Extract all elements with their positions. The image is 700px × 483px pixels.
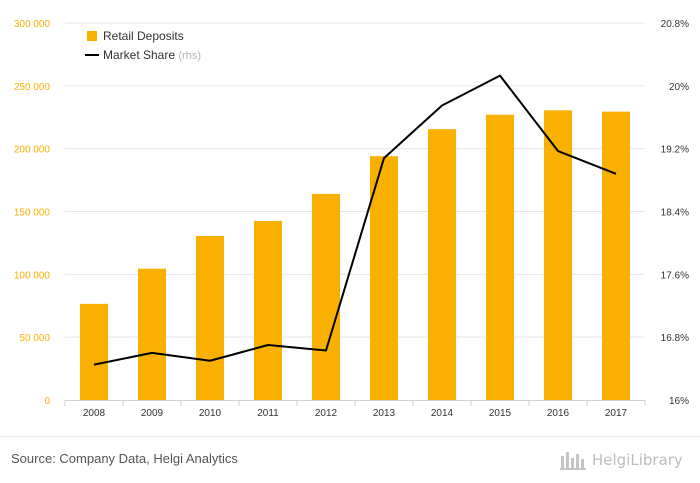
bar xyxy=(312,193,340,400)
legend-rhs-note: (rhs) xyxy=(178,50,201,62)
bar xyxy=(80,303,108,400)
legend: Retail Deposits Market Share (rhs) xyxy=(85,29,201,62)
x-tick-label: 2014 xyxy=(431,408,454,419)
x-tick-label: 2010 xyxy=(199,408,222,419)
y-right-tick-label: 16.8% xyxy=(661,333,689,344)
market-share-line xyxy=(93,74,617,366)
x-tick-label: 2015 xyxy=(489,408,512,419)
x-tick-label: 2009 xyxy=(141,408,164,419)
x-tick-label: 2013 xyxy=(373,408,396,419)
bar xyxy=(428,129,456,400)
legend-label-retail-deposits: Retail Deposits xyxy=(103,29,184,43)
bar xyxy=(486,114,514,400)
bar xyxy=(138,268,166,400)
bar xyxy=(602,111,630,400)
y-left-tick-label: 300 000 xyxy=(14,19,51,30)
y-axis-right: 16% 16.8% 17.6% 18.4% 19.2% 20% 20.8% xyxy=(661,19,689,407)
logo-text: HelgiLibrary xyxy=(592,451,683,469)
bar xyxy=(254,220,282,400)
y-left-tick-label: 100 000 xyxy=(14,270,51,281)
x-axis: 2008 2009 2010 2011 2012 2013 2014 2015 2016 2017 xyxy=(64,400,646,419)
y-left-tick-label: 150 000 xyxy=(14,208,51,219)
y-left-tick-label: 200 000 xyxy=(14,145,51,156)
x-tick-label: 2016 xyxy=(547,408,570,419)
y-left-tick-label: 0 xyxy=(44,396,50,407)
y-left-tick-label: 50 000 xyxy=(19,333,50,344)
x-tick-label: 2008 xyxy=(83,408,106,419)
y-right-tick-label: 17.6% xyxy=(661,270,689,281)
y-right-tick-label: 19.2% xyxy=(661,145,689,156)
x-tick-label: 2012 xyxy=(315,408,338,419)
x-tick-label: 2017 xyxy=(605,408,628,419)
helgi-library-icon xyxy=(560,452,586,470)
bar-series xyxy=(80,110,630,401)
legend-label-market-share: Market Share (rhs) xyxy=(103,48,201,62)
y-right-tick-label: 16% xyxy=(669,396,689,407)
combo-chart: 0 50 000 100 000 150 000 200 000 250 000 300 0… xyxy=(14,19,689,419)
bar xyxy=(196,236,224,400)
y-axis-left: 0 50 000 100 000 150 000 200 000 250 000 300 0… xyxy=(14,19,51,407)
y-right-tick-label: 18.4% xyxy=(661,208,689,219)
footer-divider xyxy=(0,436,700,437)
y-right-tick-label: 20% xyxy=(669,82,689,93)
y-left-tick-label: 250 000 xyxy=(14,82,51,93)
bar xyxy=(370,156,398,400)
y-right-tick-label: 20.8% xyxy=(661,19,689,30)
source-note: Source: Company Data, Helgi Analytics xyxy=(11,451,238,466)
helgi-library-logo[interactable]: HelgiLibrary xyxy=(560,448,683,472)
bar xyxy=(544,110,572,401)
line-series xyxy=(93,74,617,366)
x-tick-label: 2011 xyxy=(257,408,279,419)
legend-swatch-retail-deposits xyxy=(87,31,97,41)
